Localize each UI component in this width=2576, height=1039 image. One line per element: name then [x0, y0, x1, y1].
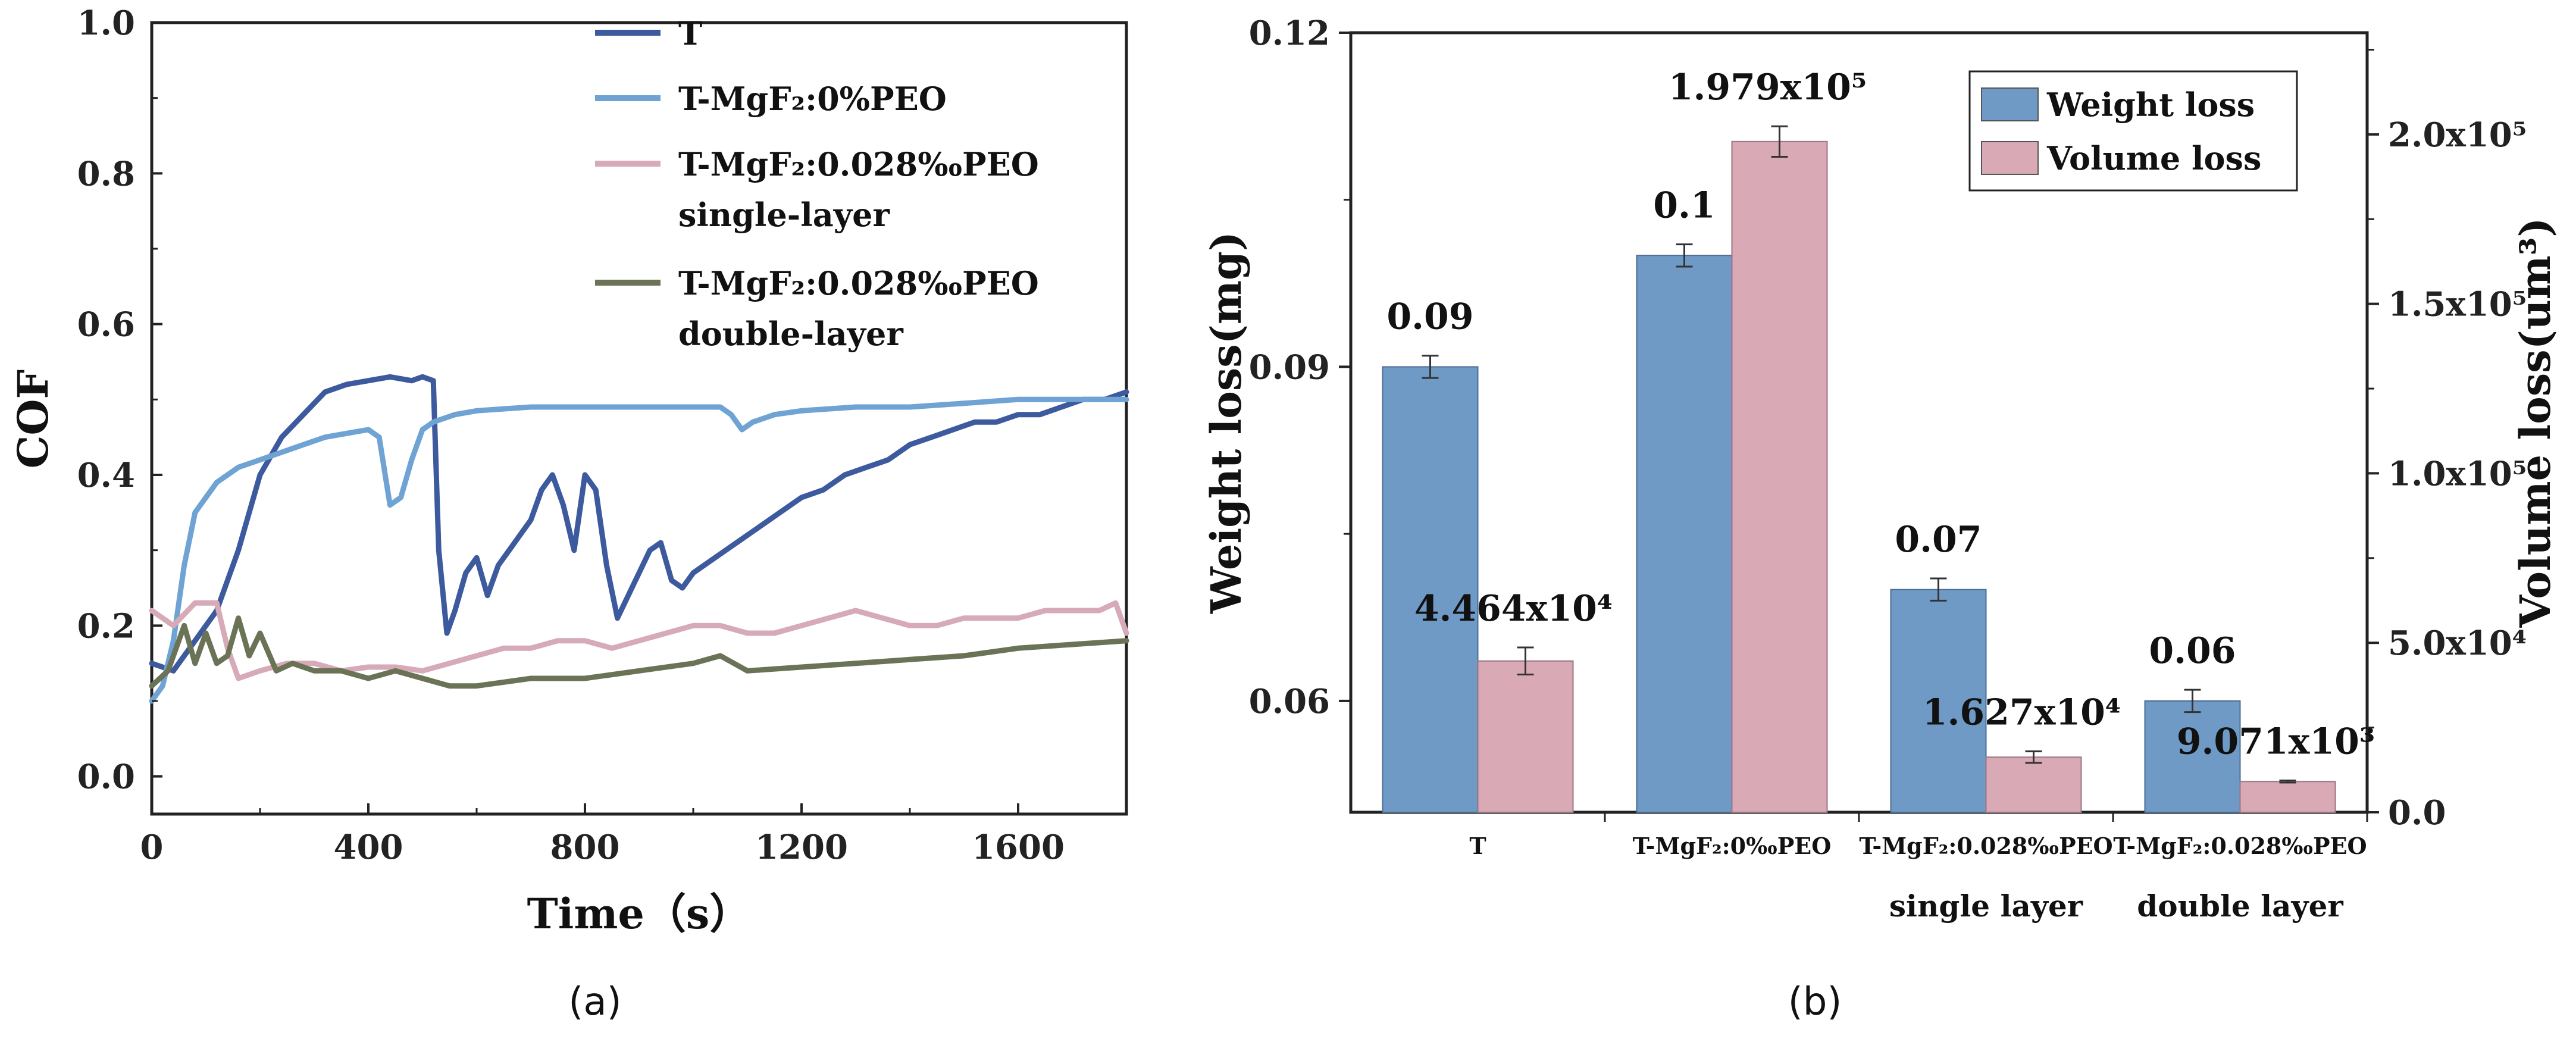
legend-swatch-weight-loss — [1981, 87, 2039, 121]
legend-label-double-main: T-MgF₂:0.028‰PEO — [678, 264, 1039, 302]
category-label: T-MgF₂:0.028‰PEO — [2113, 833, 2367, 859]
weight-loss-value-label: 0.09 — [1386, 296, 1473, 338]
b-ytick-label: 0.09 — [1249, 348, 1330, 387]
volume-loss-bar-1 — [1731, 140, 1828, 813]
legend-label-double-sub: double-layer — [678, 315, 903, 353]
bars-group: 0.09 4.464x10⁴ 0.1 1.979x10⁵ 0.07 1.627x10⁴ 0.… — [1382, 67, 2375, 813]
legend-label-single-sub: single-layer — [678, 196, 890, 234]
panel-b-legend: Weight loss Volume loss — [1968, 70, 2298, 192]
cof-series-group — [149, 374, 1129, 704]
weight-loss-bar-1 — [1636, 255, 1733, 813]
panel-a-label: (a) — [568, 980, 621, 1024]
volume-loss-value-label: 1.979x10⁵ — [1669, 67, 1867, 108]
cof-line-3 — [149, 615, 1129, 689]
a-ytick-label: 0.8 — [77, 154, 135, 193]
legend-swatch-volume-loss — [1981, 141, 2039, 175]
b-y2tick-label: 0.0 — [2388, 793, 2446, 833]
weight-loss-bar-0 — [1382, 366, 1479, 813]
volume-loss-bar-3 — [2239, 781, 2336, 813]
legend-label-0pct-peo: T-MgF₂:0%PEO — [678, 80, 947, 118]
weight-loss-bar-2 — [1890, 589, 1987, 813]
category-sublabel: double layer — [2137, 888, 2343, 924]
legend-label-t: T — [678, 14, 702, 52]
a-xtick-label: 800 — [550, 828, 620, 867]
b-ytick-label: 0.12 — [1249, 14, 1330, 53]
b-y2tick-label: 5.0x10⁴ — [2388, 624, 2527, 663]
legend-label-weight-loss: Weight loss — [2046, 86, 2255, 124]
b-y2tick-label: 2.0x10⁵ — [2388, 115, 2527, 155]
panel-b-left-y-ticks: 0.06 0.09 0.12 — [1249, 14, 1351, 721]
panel-b-right-axis-title: Volume loss(um³) — [2511, 218, 2560, 628]
cof-line-0 — [149, 374, 1129, 674]
volume-loss-bar-0 — [1477, 660, 1574, 813]
a-ytick-label: 1.0 — [77, 4, 135, 43]
b-ytick-label: 0.06 — [1249, 682, 1330, 721]
volume-loss-value-label: 1.627x10⁴ — [1923, 692, 2121, 734]
volume-loss-value-label: 4.464x10⁴ — [1414, 588, 1613, 630]
panel-a-line-chart: 0.0 0.2 0.4 0.6 0.8 1.0 0 400 800 1200 1600 COF T… — [8, 4, 1129, 1024]
panel-a-x-ticks: 0 400 800 1200 1600 — [140, 803, 1065, 867]
panel-a-y-ticks: 0.0 0.2 0.4 0.6 0.8 1.0 — [77, 4, 162, 797]
b-y2tick-label: 1.5x10⁵ — [2388, 285, 2527, 324]
panel-b-category-labels: T T-MgF₂:0‰PEO T-MgF₂:0.028‰PEO single laye… — [1469, 812, 2368, 924]
category-label: T-MgF₂:0‰PEO — [1633, 833, 1832, 859]
panel-b-right-y-ticks: 0.0 5.0x10⁴ 1.0x10⁵ 1.5x10⁵ 2.0x10⁵ — [2367, 48, 2527, 833]
a-xtick-label: 0 — [140, 828, 164, 867]
cof-line-1 — [149, 396, 1129, 704]
volume-loss-value-label: 9.071x10³ — [2177, 721, 2375, 763]
weight-loss-value-label: 0.07 — [1895, 519, 1982, 561]
category-label: T-MgF₂:0.028‰PEO — [1859, 833, 2112, 859]
b-y2tick-label: 1.0x10⁵ — [2388, 454, 2527, 493]
a-xtick-label: 1200 — [755, 828, 848, 867]
panel-a-plot-frame — [150, 21, 1128, 816]
a-ytick-label: 0.4 — [77, 456, 135, 495]
panel-a-x-axis-title: Time（s） — [527, 889, 752, 938]
a-ytick-label: 0.6 — [77, 305, 135, 345]
panel-a-y-axis-title: COF — [8, 370, 58, 468]
legend-label-volume-loss: Volume loss — [2046, 139, 2261, 177]
panel-b-label: (b) — [1788, 980, 1842, 1024]
panel-b-left-axis-title: Weight loss(mg) — [1201, 231, 1251, 614]
legend-label-single-main: T-MgF₂:0.028‰PEO — [678, 145, 1039, 183]
weight-loss-value-label: 0.06 — [2149, 630, 2236, 672]
panel-a-legend: T T-MgF₂:0%PEO T-MgF₂:0.028‰PEO single-l… — [595, 14, 1039, 353]
volume-loss-bar-2 — [1985, 756, 2082, 813]
weight-loss-value-label: 0.1 — [1653, 185, 1715, 227]
a-ytick-label: 0.0 — [77, 758, 135, 797]
a-xtick-label: 1600 — [972, 828, 1065, 867]
category-label: T — [1469, 833, 1486, 859]
a-xtick-label: 400 — [334, 828, 403, 867]
a-ytick-label: 0.2 — [77, 606, 135, 646]
panel-b-bar-chart: 0.09 4.464x10⁴ 0.1 1.979x10⁵ 0.07 1.627x10⁴ 0.… — [1201, 14, 2560, 1024]
category-sublabel: single layer — [1889, 888, 2083, 924]
